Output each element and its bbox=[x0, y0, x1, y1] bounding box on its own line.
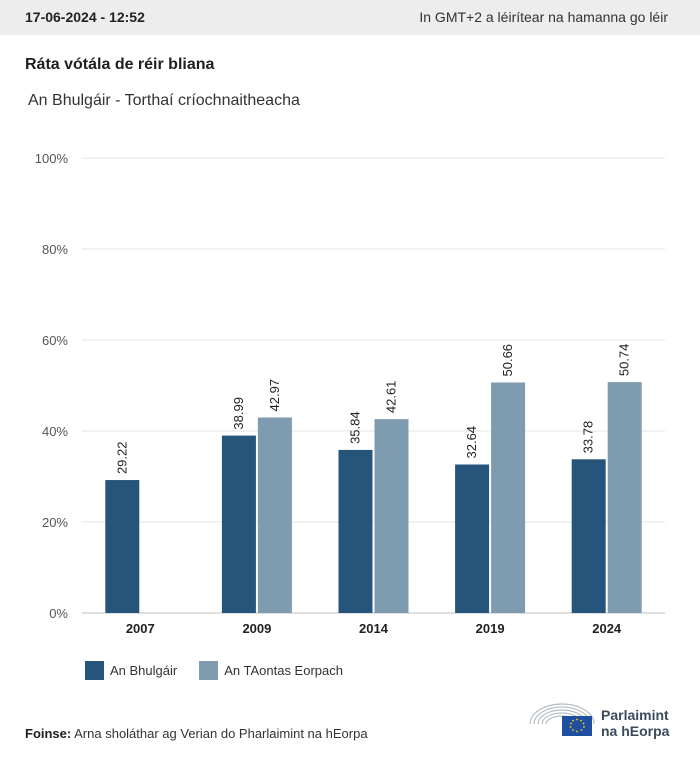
legend-swatch-bulgaria bbox=[85, 661, 104, 680]
y-tick-label: 80% bbox=[42, 242, 68, 257]
top-bar: 17-06-2024 - 12:52 In GMT+2 a léirítear … bbox=[0, 0, 700, 35]
data-label: 42.97 bbox=[267, 379, 282, 412]
legend-label-eu: An TAontas Eorpach bbox=[224, 663, 343, 678]
logo-text-line1: Parlaimint bbox=[601, 707, 669, 723]
bar bbox=[338, 449, 373, 613]
source-text: Arna sholáthar ag Verian do Pharlaimint … bbox=[74, 726, 368, 741]
y-tick-label: 100% bbox=[35, 151, 69, 166]
timezone-note: In GMT+2 a léirítear na hamanna go léir bbox=[419, 9, 668, 25]
data-label: 42.61 bbox=[384, 381, 399, 414]
data-label: 35.84 bbox=[348, 411, 363, 444]
bar bbox=[257, 417, 292, 613]
bar bbox=[221, 435, 256, 613]
chart-title: Ráta vótála de réir bliana bbox=[25, 56, 215, 73]
legend-swatch-eu bbox=[199, 661, 219, 680]
bar bbox=[571, 459, 606, 613]
bar bbox=[455, 464, 490, 613]
x-tick-label: 2019 bbox=[476, 621, 505, 636]
european-parliament-logo: Parlaimint na hEorpa bbox=[528, 700, 678, 742]
x-tick-label: 2009 bbox=[242, 621, 271, 636]
logo-text-line2: na hEorpa bbox=[601, 723, 670, 739]
y-tick-label: 0% bbox=[49, 606, 68, 621]
data-label: 50.66 bbox=[500, 344, 515, 377]
parliament-hemicycle-icon bbox=[529, 703, 595, 736]
y-tick-label: 60% bbox=[42, 333, 68, 348]
bar bbox=[105, 480, 140, 613]
legend: An Bhulgáir An TAontas Eorpach bbox=[85, 661, 365, 680]
x-tick-label: 2007 bbox=[126, 621, 155, 636]
bar-chart: 0% 20% 40% 60% 80% 100% 2007 29.22 2009 38.99 42.9… bbox=[35, 151, 665, 636]
data-label: 38.99 bbox=[231, 397, 246, 430]
x-tick-label: 2014 bbox=[359, 621, 389, 636]
logo-text: Parlaimint na hEorpa bbox=[601, 707, 669, 739]
data-label: 29.22 bbox=[114, 442, 129, 475]
y-tick-label: 20% bbox=[42, 515, 68, 530]
source-label: Foinse: bbox=[25, 726, 72, 741]
data-label: 50.74 bbox=[617, 344, 632, 377]
legend-label-bulgaria: An Bhulgáir bbox=[110, 663, 178, 678]
chart-subtitle: An Bhulgáir - Torthaí críochnaitheacha bbox=[28, 92, 300, 109]
data-label: 32.64 bbox=[464, 426, 479, 459]
bar bbox=[491, 382, 526, 613]
bar bbox=[607, 382, 642, 613]
legend-item-bulgaria[interactable]: An Bhulgáir bbox=[85, 661, 177, 680]
data-label: 33.78 bbox=[581, 421, 596, 454]
x-tick-label: 2024 bbox=[592, 621, 622, 636]
source-note: Foinse: Arna sholáthar ag Verian do Phar… bbox=[25, 726, 368, 741]
timestamp: 17-06-2024 - 12:52 bbox=[25, 9, 145, 25]
legend-item-eu[interactable]: An TAontas Eorpach bbox=[199, 661, 343, 680]
bar bbox=[374, 419, 409, 613]
y-tick-label: 40% bbox=[42, 424, 68, 439]
